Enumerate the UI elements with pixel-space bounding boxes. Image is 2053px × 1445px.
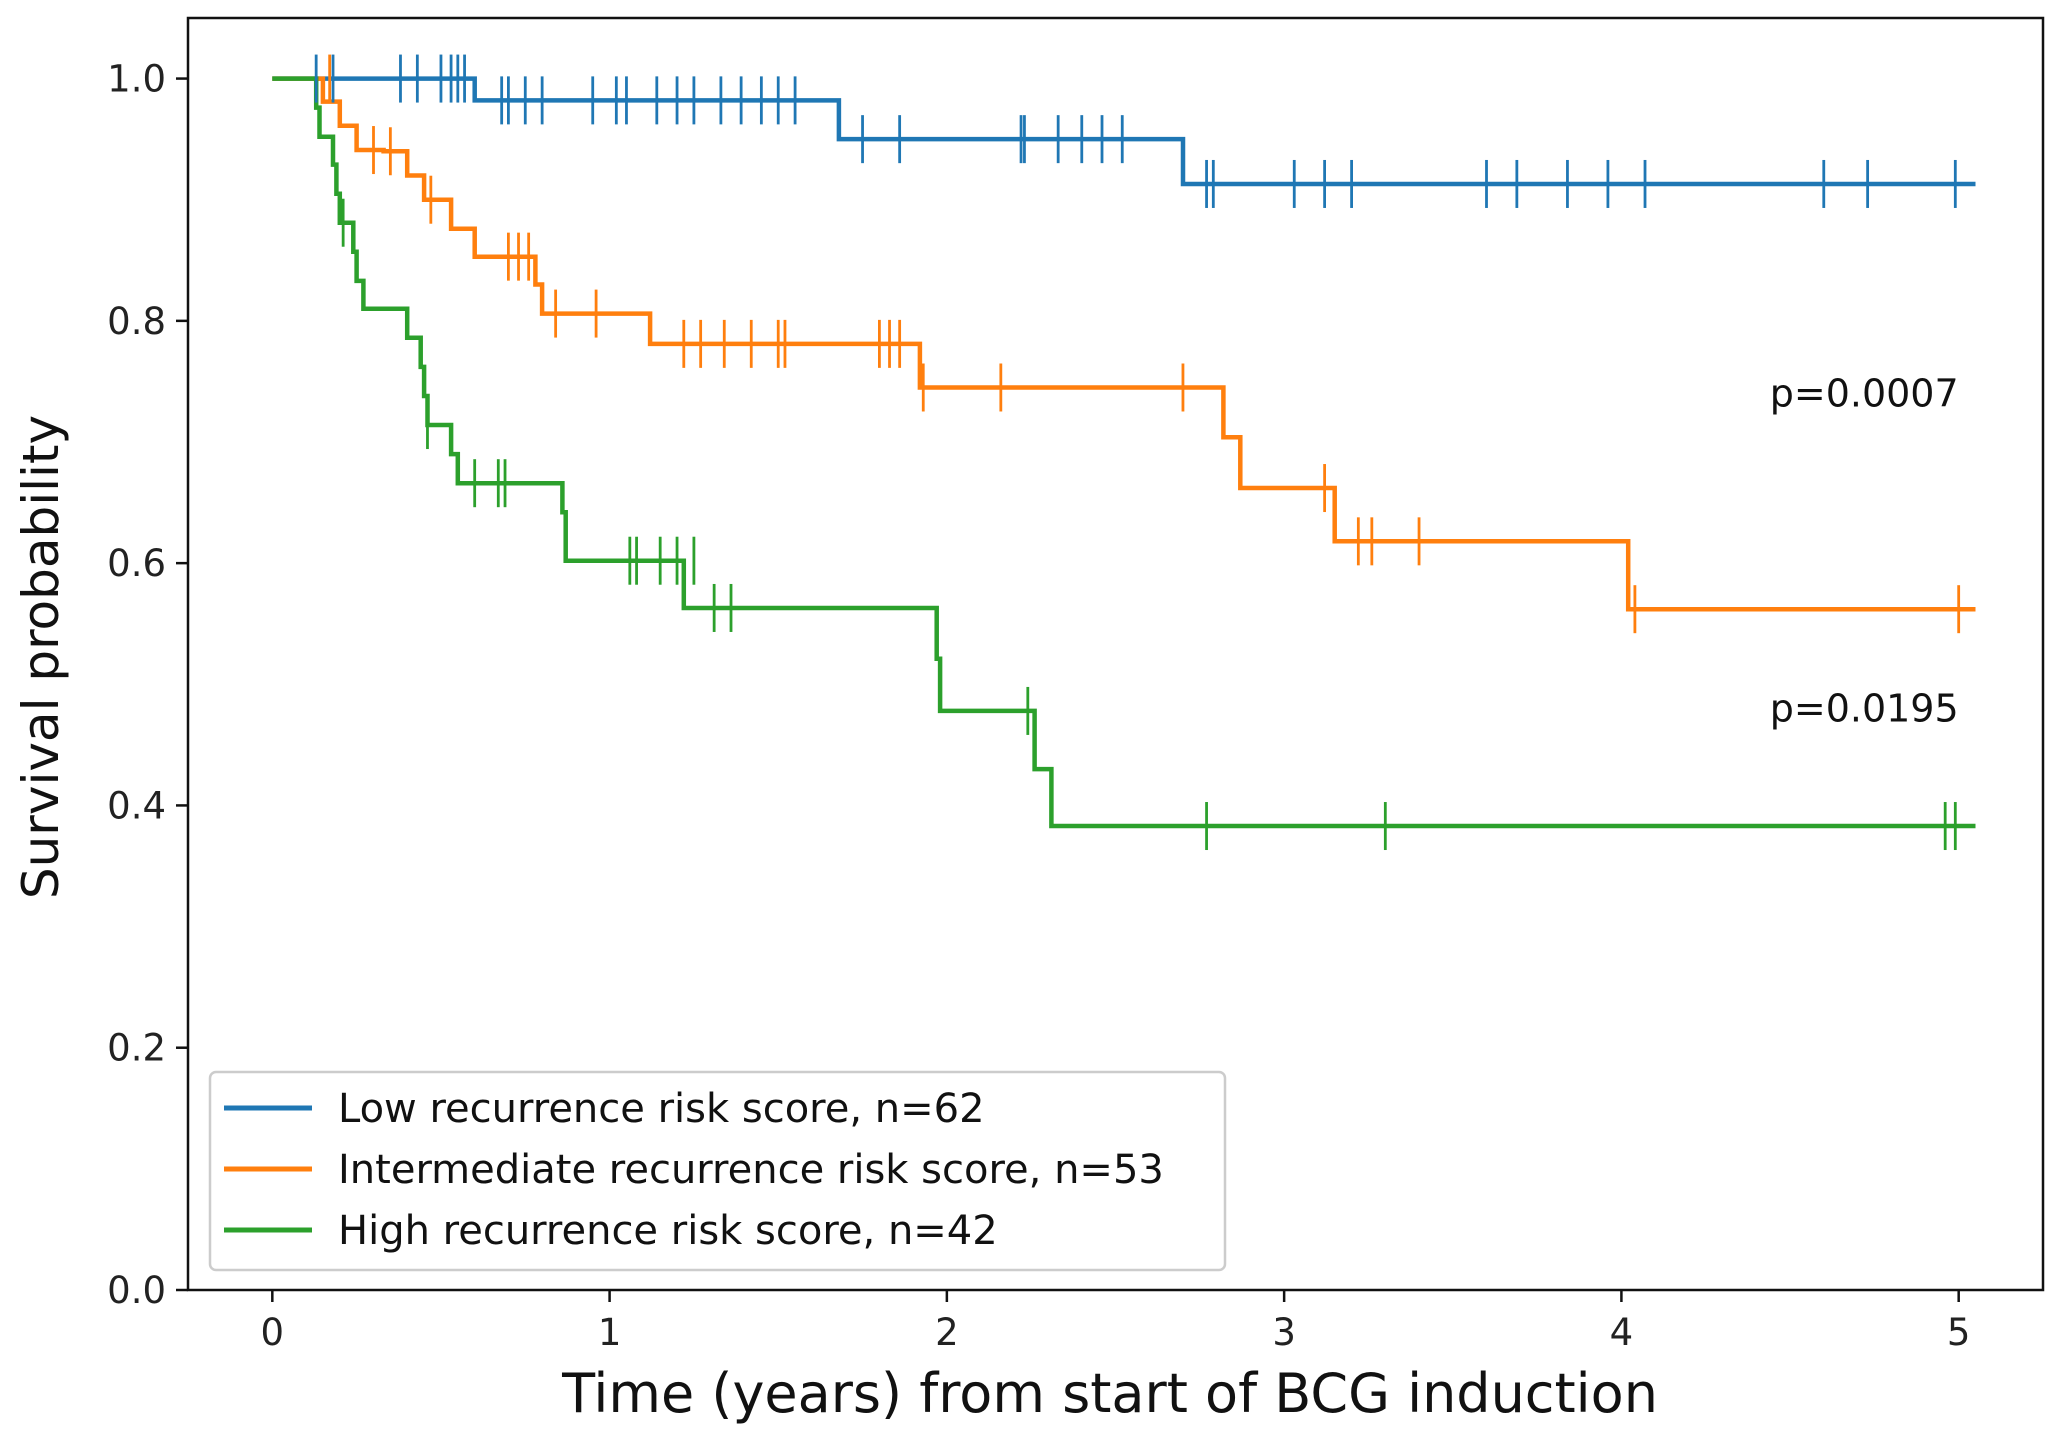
y-tick-label: 0.4 (107, 784, 166, 827)
p-value-annotations: p=0.0007 p=0.0195 (1770, 372, 1959, 731)
y-tick-label: 1.0 (107, 58, 166, 101)
x-tick-label: 2 (935, 1311, 959, 1354)
plot-frame (186, 16, 2045, 1292)
legend-label: Intermediate recurrence risk score, n=53 (338, 1147, 1164, 1193)
legend-label: Low recurrence risk score, n=62 (338, 1086, 985, 1132)
censor-marks (314, 54, 1961, 851)
p-value-annotation: p=0.0195 (1770, 687, 1959, 731)
survival-curves (272, 76, 1976, 829)
y-axis-label: Survival probability (12, 415, 70, 899)
legend: Low recurrence risk score, n=62 Intermedi… (208, 1070, 1227, 1272)
y-tick-label: 0.0 (107, 1269, 166, 1312)
y-axis: 0.0 0.2 0.4 0.6 0.8 1.0 (107, 58, 188, 1312)
x-tick-label: 1 (598, 1311, 622, 1354)
p-value-annotation: p=0.0007 (1770, 372, 1959, 416)
x-tick-label: 0 (261, 1311, 285, 1354)
x-axis: 0 1 2 3 4 5 (261, 1290, 1971, 1354)
x-tick-label: 4 (1610, 1311, 1634, 1354)
series-line-2 (272, 76, 1976, 829)
x-tick-label: 3 (1272, 1311, 1296, 1354)
y-tick-label: 0.8 (107, 300, 166, 343)
legend-label: High recurrence risk score, n=42 (338, 1208, 998, 1254)
y-tick-label: 0.6 (107, 542, 166, 585)
x-tick-label: 5 (1947, 1311, 1971, 1354)
y-tick-label: 0.2 (107, 1027, 166, 1070)
series-line-1 (272, 76, 1976, 612)
series-line-0 (272, 76, 1976, 187)
legend-box (208, 1070, 1227, 1272)
x-axis-label: Time (years) from start of BCG induction (561, 1362, 1658, 1425)
